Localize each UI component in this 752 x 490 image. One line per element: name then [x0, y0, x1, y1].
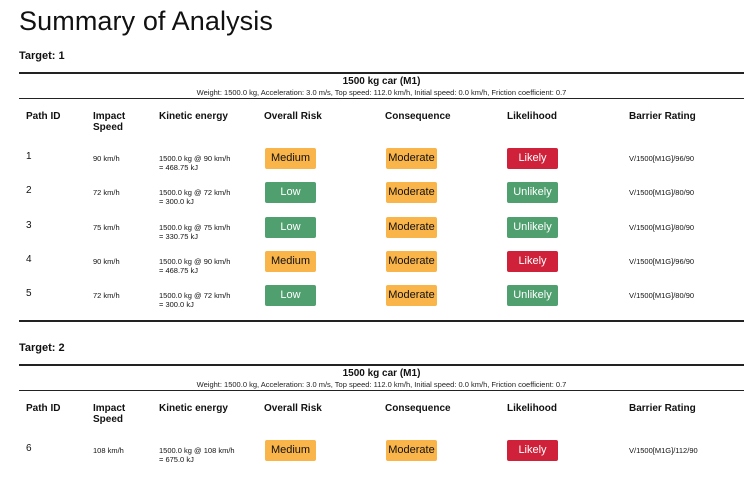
- col-impact-speed: Impact Speed: [93, 403, 125, 425]
- path-id: 4: [26, 253, 32, 265]
- impact-speed: 90 km/h: [93, 154, 120, 163]
- target-section-1: 1500 kg car (M1) Weight: 1500.0 kg, Acce…: [19, 72, 744, 323]
- col-consequence: Consequence: [385, 403, 451, 414]
- col-barrier-rating: Barrier Rating: [629, 111, 696, 122]
- consequence-badge: Moderate: [386, 250, 437, 272]
- table-row: 1 90 km/h 1500.0 kg @ 90 km/h = 468.75 kJ Me…: [19, 147, 744, 181]
- impact-speed: 90 km/h: [93, 256, 120, 266]
- table-header: Path ID Impact Speed Kinetic energy Overa…: [19, 99, 744, 147]
- likelihood-badge: Unlikely: [507, 182, 558, 204]
- path-id: 1: [26, 151, 32, 162]
- barrier-rating: V/1500[M1G]/80/90: [629, 188, 695, 198]
- barrier-rating: V/1500[M1G]/80/90: [629, 222, 695, 232]
- overall-risk-badge: Low: [265, 216, 316, 238]
- consequence-badge: Moderate: [386, 182, 437, 204]
- likelihood-badge: Likely: [507, 148, 558, 169]
- path-id: 2: [26, 185, 32, 197]
- kinetic-energy-formula: 1500.0 kg @ 90 km/h: [159, 154, 231, 163]
- col-path-id: Path ID: [26, 403, 61, 414]
- consequence-badge: Moderate: [386, 440, 437, 461]
- kinetic-energy-formula: 1500.0 kg @ 90 km/h: [159, 256, 231, 266]
- impact-speed: 72 km/h: [93, 291, 120, 301]
- col-impact-speed-line2: Speed: [93, 122, 124, 133]
- kinetic-energy-result: = 675.0 kJ: [159, 455, 194, 464]
- target-label: Target: 2: [19, 342, 65, 354]
- barrier-rating: V/1500[M1G]/112/90: [629, 446, 698, 455]
- table-row: 2 72 km/h 1500.0 kg @ 72 km/h = 300.0 kJ Low…: [19, 181, 744, 215]
- barrier-rating: V/1500[M1G]/96/90: [629, 154, 695, 163]
- impact-speed: 75 km/h: [93, 222, 120, 232]
- kinetic-energy-result: = 468.75 kJ: [159, 163, 198, 172]
- col-impact-speed: Impact Speed: [93, 111, 125, 133]
- col-kinetic-energy: Kinetic energy: [159, 111, 228, 122]
- table-row: 4 90 km/h 1500.0 kg @ 90 km/h = 468.75 kJ Me…: [19, 250, 744, 284]
- col-likelihood: Likelihood: [507, 111, 557, 122]
- car-title: 1500 kg car (M1): [342, 76, 421, 87]
- overall-risk-badge: Low: [265, 182, 316, 204]
- kinetic-energy-result: = 468.75 kJ: [159, 265, 198, 275]
- car-title: 1500 kg car (M1): [342, 368, 421, 379]
- kinetic-energy-formula: 1500.0 kg @ 108 km/h: [159, 446, 235, 455]
- table-row: 5 72 km/h 1500.0 kg @ 72 km/h = 300.0 kJ Low…: [19, 284, 744, 318]
- col-impact-speed-line1: Impact: [93, 111, 126, 122]
- kinetic-energy: 1500.0 kg @ 108 km/h = 675.0 kJ: [159, 446, 235, 464]
- car-parameters: Weight: 1500.0 kg, Acceleration: 3.0 m/s…: [196, 88, 567, 97]
- kinetic-energy: 1500.0 kg @ 75 km/h = 330.75 kJ: [159, 223, 230, 241]
- likelihood-badge: Likely: [507, 440, 558, 461]
- overall-risk-badge: Medium: [265, 148, 316, 169]
- table-body: 1 90 km/h 1500.0 kg @ 90 km/h = 468.75 kJ Me…: [19, 147, 744, 318]
- table-row: 3 75 km/h 1500.0 kg @ 75 km/h = 330.75 kJ Lo…: [19, 216, 744, 250]
- car-parameters: Weight: 1500.0 kg, Acceleration: 3.0 m/s…: [196, 380, 567, 389]
- page-title: Summary of Analysis: [19, 6, 273, 36]
- kinetic-energy: 1500.0 kg @ 90 km/h = 468.75 kJ: [159, 154, 230, 172]
- table-body: 6 108 km/h 1500.0 kg @ 108 km/h = 675.0 kJ M…: [19, 439, 744, 473]
- col-likelihood: Likelihood: [507, 403, 557, 414]
- kinetic-energy: 1500.0 kg @ 72 km/h = 300.0 kJ: [159, 291, 230, 309]
- col-path-id: Path ID: [26, 111, 61, 122]
- consequence-badge: Moderate: [386, 148, 437, 169]
- likelihood-badge: Likely: [507, 250, 558, 272]
- kinetic-energy-formula: 1500.0 kg @ 72 km/h: [159, 188, 231, 198]
- table-row: 6 108 km/h 1500.0 kg @ 108 km/h = 675.0 kJ M…: [19, 439, 744, 473]
- target-label: Target: 1: [19, 50, 65, 62]
- col-overall-risk: Overall Risk: [264, 111, 322, 122]
- consequence-badge: Moderate: [386, 216, 437, 238]
- impact-speed: 72 km/h: [93, 188, 120, 198]
- kinetic-energy: 1500.0 kg @ 90 km/h = 468.75 kJ: [159, 257, 230, 275]
- col-barrier-rating: Barrier Rating: [629, 403, 696, 414]
- col-consequence: Consequence: [385, 111, 451, 122]
- col-impact-speed-line1: Impact: [93, 403, 126, 414]
- kinetic-energy: 1500.0 kg @ 72 km/h = 300.0 kJ: [159, 188, 230, 206]
- path-id: 3: [26, 219, 32, 231]
- barrier-rating: V/1500[M1G]/96/90: [629, 256, 695, 266]
- col-kinetic-energy: Kinetic energy: [159, 403, 228, 414]
- car-header: 1500 kg car (M1) Weight: 1500.0 kg, Acce…: [19, 72, 744, 99]
- kinetic-energy-result: = 300.0 kJ: [159, 197, 194, 207]
- target-section-2: 1500 kg car (M1) Weight: 1500.0 kg, Acce…: [19, 364, 744, 473]
- overall-risk-badge: Medium: [265, 250, 316, 272]
- table-bottom-rule: [19, 320, 744, 323]
- barrier-rating: V/1500[M1G]/80/90: [629, 291, 695, 301]
- overall-risk-badge: Low: [265, 285, 316, 307]
- kinetic-energy-result: = 330.75 kJ: [159, 231, 198, 241]
- consequence-badge: Moderate: [386, 285, 437, 307]
- likelihood-badge: Unlikely: [507, 216, 558, 238]
- impact-speed: 108 km/h: [93, 446, 124, 455]
- likelihood-badge: Unlikely: [507, 285, 558, 307]
- path-id: 6: [26, 443, 32, 454]
- kinetic-energy-result: = 300.0 kJ: [159, 300, 194, 310]
- car-header: 1500 kg car (M1) Weight: 1500.0 kg, Acce…: [19, 364, 744, 391]
- kinetic-energy-formula: 1500.0 kg @ 75 km/h: [159, 222, 231, 232]
- col-impact-speed-line2: Speed: [93, 414, 124, 425]
- path-id: 5: [26, 288, 32, 300]
- table-header: Path ID Impact Speed Kinetic energy Overa…: [19, 391, 744, 439]
- col-overall-risk: Overall Risk: [264, 403, 322, 414]
- kinetic-energy-formula: 1500.0 kg @ 72 km/h: [159, 291, 231, 301]
- overall-risk-badge: Medium: [265, 440, 316, 461]
